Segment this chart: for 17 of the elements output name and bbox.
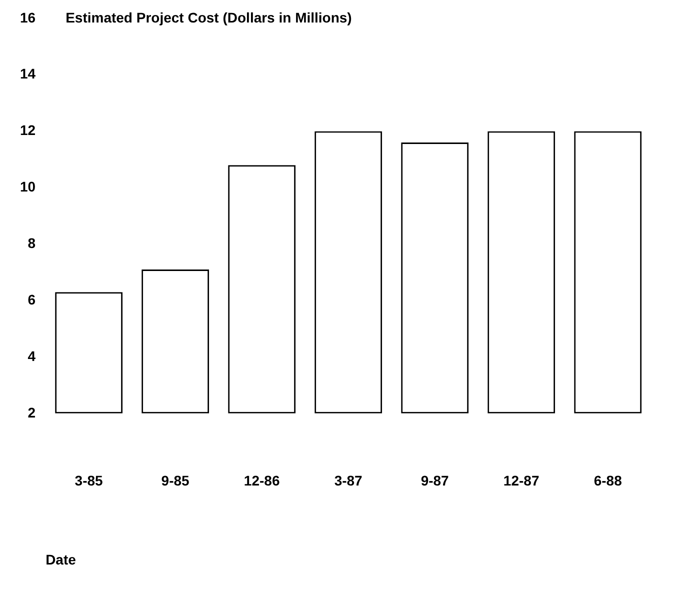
y-tick-label: 2 xyxy=(28,404,36,420)
y-tick-label: 4 xyxy=(28,348,36,364)
x-tick-label: 12-87 xyxy=(503,472,540,489)
y-tick-label: 10 xyxy=(20,178,36,195)
x-tick-label: 12-86 xyxy=(244,472,280,489)
x-tick-label: 9-87 xyxy=(420,472,450,489)
x-tick-label: 3-85 xyxy=(74,472,104,489)
x-tick-label: 3-87 xyxy=(334,472,363,489)
y-tick-label: 16 xyxy=(20,9,36,26)
y-tick-label: 12 xyxy=(20,122,36,138)
chart-title: Estimated Project Cost (Dollars in Millions) xyxy=(66,9,352,26)
y-tick-label: 8 xyxy=(28,234,36,251)
x-axis-title: Date xyxy=(46,551,76,568)
x-tick-label: 9-85 xyxy=(161,472,190,489)
y-tick-label: 6 xyxy=(28,291,36,308)
y-tick-label: 14 xyxy=(20,66,36,82)
x-tick-label: 6-88 xyxy=(594,472,622,489)
